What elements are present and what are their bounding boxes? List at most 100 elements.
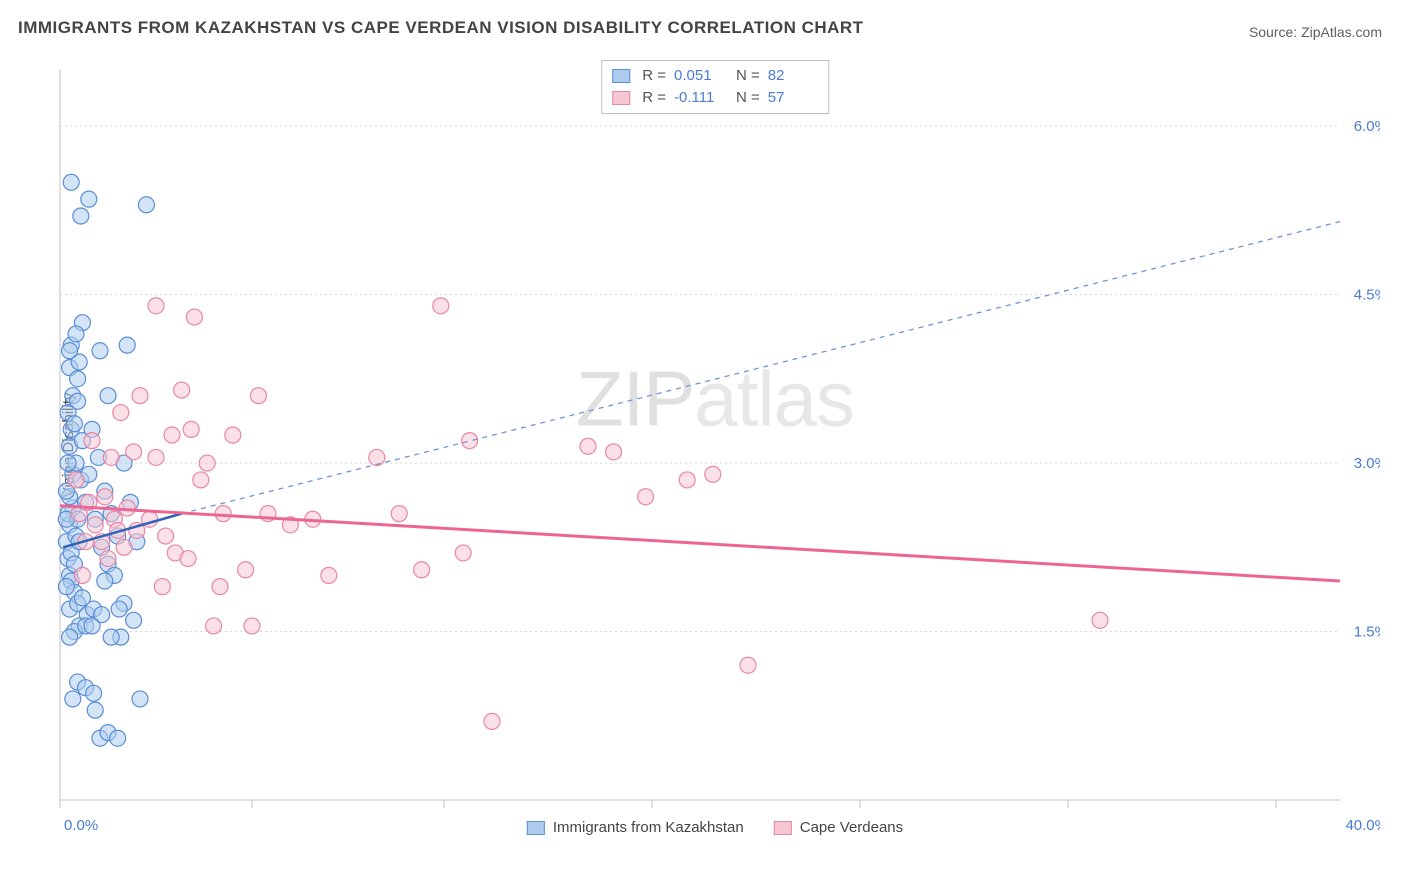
data-point (74, 567, 90, 583)
data-point (138, 197, 154, 213)
legend-bottom: Immigrants from Kazakhstan Cape Verdeans (519, 819, 911, 836)
legend-stats-row: R = -0.111 N = 57 (612, 87, 818, 109)
data-point (86, 685, 102, 701)
data-point (116, 539, 132, 555)
data-point (68, 472, 84, 488)
stat-r-value: 0.051 (674, 65, 724, 87)
data-point (740, 657, 756, 673)
data-point (1092, 612, 1108, 628)
data-point (100, 388, 116, 404)
data-point (158, 528, 174, 544)
stat-n-value: 57 (768, 87, 818, 109)
data-point (183, 421, 199, 437)
chart-title: IMMIGRANTS FROM KAZAKHSTAN VS CAPE VERDE… (18, 18, 864, 38)
data-point (414, 562, 430, 578)
data-point (238, 562, 254, 578)
legend-item: Immigrants from Kazakhstan (527, 819, 744, 836)
y-tick-label: 4.5% (1354, 287, 1380, 304)
legend-swatch (774, 821, 792, 835)
data-point (63, 174, 79, 190)
legend-label: Cape Verdeans (800, 819, 903, 836)
data-point (638, 489, 654, 505)
data-point (606, 444, 622, 460)
data-point (193, 472, 209, 488)
data-point (103, 629, 119, 645)
data-point (81, 191, 97, 207)
data-point (455, 545, 471, 561)
scatter-chart: 1.5% 3.0% 4.5% 6.0% 0.0% 40.0% (50, 60, 1380, 830)
data-point (186, 309, 202, 325)
data-point (110, 730, 126, 746)
stat-r-label: R = (642, 87, 666, 109)
data-point (70, 371, 86, 387)
y-tick-label: 3.0% (1354, 455, 1380, 472)
data-point (180, 551, 196, 567)
data-point (462, 433, 478, 449)
data-point (174, 382, 190, 398)
y-tick-label: 1.5% (1354, 624, 1380, 641)
data-point (206, 618, 222, 634)
data-point (87, 517, 103, 533)
stat-r-value: -0.111 (674, 87, 724, 109)
data-point (126, 612, 142, 628)
legend-stats-row: R = 0.051 N = 82 (612, 65, 818, 87)
legend-stats-box: R = 0.051 N = 82 R = -0.111 N = 57 (601, 60, 829, 114)
data-point (65, 691, 81, 707)
data-point (66, 416, 82, 432)
data-point (126, 444, 142, 460)
legend-swatch (612, 91, 630, 105)
data-point (705, 466, 721, 482)
source-attribution: Source: ZipAtlas.com (1249, 24, 1382, 40)
data-point (250, 388, 266, 404)
data-point (97, 489, 113, 505)
data-point (68, 326, 84, 342)
data-point (321, 567, 337, 583)
data-point (164, 427, 180, 443)
data-point (62, 343, 78, 359)
x-max-label: 40.0% (1345, 817, 1380, 830)
data-point (148, 298, 164, 314)
data-point (103, 449, 119, 465)
chart-container: Vision Disability ZIPatlas 1.5%3.0%4.5%6… (50, 60, 1380, 830)
stat-n-label: N = (736, 65, 760, 87)
source-link[interactable]: ZipAtlas.com (1301, 24, 1382, 40)
data-point (111, 601, 127, 617)
data-point (73, 208, 89, 224)
data-point (97, 573, 113, 589)
stat-n-label: N = (736, 87, 760, 109)
data-point (244, 618, 260, 634)
data-point (60, 455, 76, 471)
legend-item: Cape Verdeans (774, 819, 903, 836)
data-point (484, 713, 500, 729)
legend-swatch (527, 821, 545, 835)
x-min-label: 0.0% (64, 817, 98, 830)
data-point (119, 337, 135, 353)
trend-line-extension (182, 222, 1340, 514)
data-point (87, 702, 103, 718)
data-point (154, 579, 170, 595)
data-point (132, 388, 148, 404)
data-point (70, 393, 86, 409)
data-point (100, 551, 116, 567)
source-label: Source: (1249, 24, 1297, 40)
data-point (679, 472, 695, 488)
legend-swatch (612, 69, 630, 83)
data-point (148, 449, 164, 465)
data-point (62, 629, 78, 645)
data-point (369, 449, 385, 465)
data-point (580, 438, 596, 454)
data-point (84, 618, 100, 634)
legend-label: Immigrants from Kazakhstan (553, 819, 744, 836)
data-point (113, 405, 129, 421)
y-tick-label: 6.0% (1354, 118, 1380, 135)
data-point (132, 691, 148, 707)
data-point (92, 343, 108, 359)
data-point (391, 506, 407, 522)
data-point (225, 427, 241, 443)
stat-r-label: R = (642, 65, 666, 87)
data-point (84, 433, 100, 449)
data-point (433, 298, 449, 314)
data-point (212, 579, 228, 595)
stat-n-value: 82 (768, 65, 818, 87)
data-point (58, 579, 74, 595)
